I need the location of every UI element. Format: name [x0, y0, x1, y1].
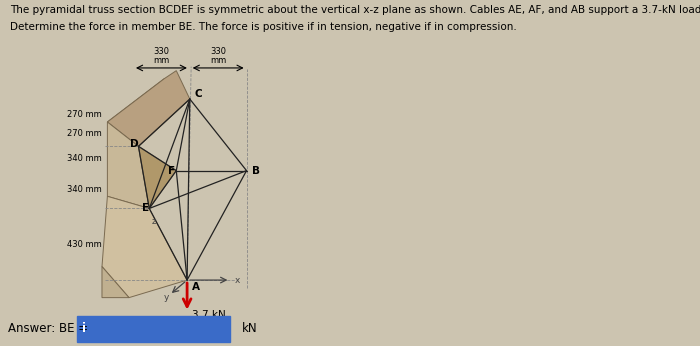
Text: Answer: BE =: Answer: BE =	[8, 322, 88, 335]
Text: z: z	[151, 217, 156, 226]
Text: x: x	[234, 275, 240, 284]
Text: y: y	[164, 293, 169, 302]
Text: Determine the force in member BE. The force is positive if in tension, negative : Determine the force in member BE. The fo…	[10, 22, 517, 33]
Polygon shape	[102, 266, 129, 298]
Text: 430 mm: 430 mm	[67, 240, 102, 249]
Text: kN: kN	[241, 322, 257, 335]
Text: 3.7 kN: 3.7 kN	[193, 310, 226, 320]
Text: B: B	[253, 166, 260, 176]
Polygon shape	[107, 71, 190, 146]
Text: C: C	[195, 89, 202, 99]
Text: 330
mm: 330 mm	[153, 47, 169, 65]
Polygon shape	[102, 196, 187, 298]
Polygon shape	[139, 146, 176, 208]
Text: 340 mm: 340 mm	[67, 154, 102, 163]
Text: i: i	[82, 322, 86, 335]
Text: D: D	[130, 139, 139, 148]
Text: F: F	[168, 166, 175, 176]
Text: 270 mm: 270 mm	[67, 129, 102, 138]
Polygon shape	[107, 122, 149, 208]
Text: 270 mm: 270 mm	[67, 110, 102, 119]
Text: E: E	[141, 203, 149, 213]
Text: The pyramidal truss section BCDEF is symmetric about the vertical x-z plane as s: The pyramidal truss section BCDEF is sym…	[10, 5, 700, 15]
FancyBboxPatch shape	[77, 316, 230, 342]
Text: 330
mm: 330 mm	[210, 47, 226, 65]
Polygon shape	[107, 79, 190, 146]
Text: A: A	[192, 282, 200, 292]
Text: 340 mm: 340 mm	[67, 185, 102, 194]
